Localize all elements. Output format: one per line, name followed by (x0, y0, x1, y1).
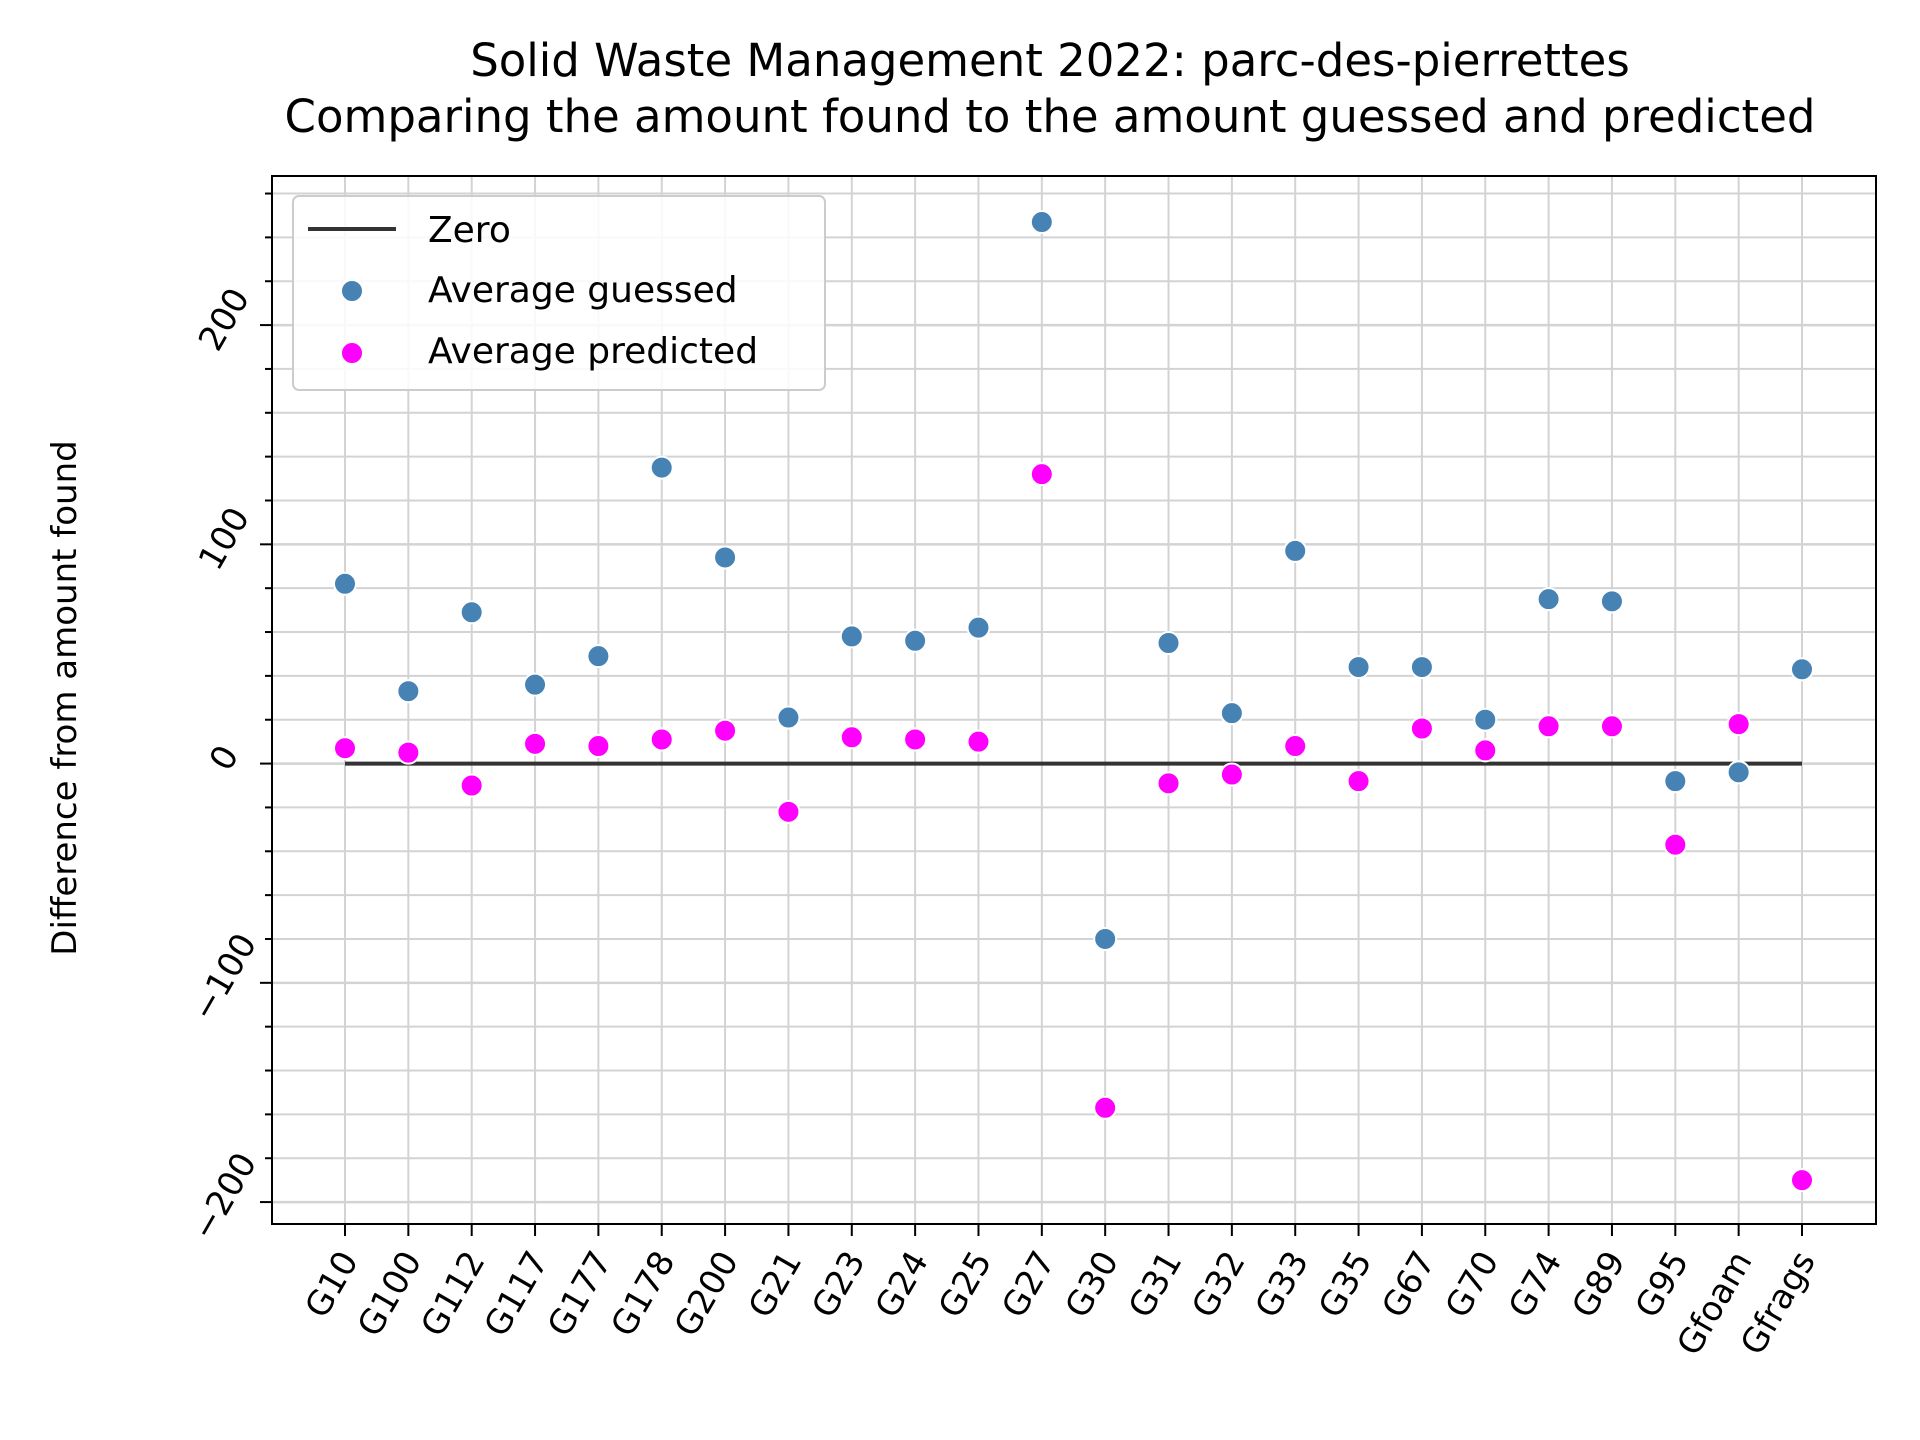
predicted-point (1536, 714, 1561, 739)
x-tick-label: G32 (1184, 1245, 1253, 1325)
guessed-point (586, 644, 611, 669)
guessed-point (459, 600, 484, 625)
predicted-point (1219, 762, 1244, 787)
guessed-point (1663, 769, 1688, 794)
x-tick-label: G200 (667, 1245, 747, 1344)
predicted-point (776, 799, 801, 824)
x-tick-label: G27 (994, 1245, 1063, 1325)
x-tick-label: G177 (540, 1245, 620, 1344)
x-tick-label: G74 (1501, 1245, 1570, 1325)
guessed-point (903, 628, 928, 653)
guessed-point (776, 705, 801, 730)
predicted-point (1599, 714, 1624, 739)
guessed-point (523, 672, 548, 697)
legend-guessed-label: Average guessed (428, 270, 738, 311)
guessed-point (1346, 655, 1371, 680)
guessed-point (1536, 587, 1561, 612)
grid (272, 176, 1876, 1224)
legend-zero-label: Zero (428, 210, 511, 251)
legend-guessed-swatch (340, 279, 364, 303)
x-tick-label: G30 (1058, 1245, 1127, 1325)
predicted-point (1093, 1095, 1118, 1120)
predicted-point (713, 718, 738, 743)
predicted-point (396, 740, 421, 765)
guessed-point (649, 455, 674, 480)
predicted-point (649, 727, 674, 752)
x-tick-label: G24 (867, 1245, 936, 1325)
predicted-point (1283, 734, 1308, 759)
x-tick-label: G23 (804, 1245, 873, 1325)
predicted-point (1790, 1168, 1814, 1193)
guessed-point (1473, 707, 1498, 732)
legend-box (292, 195, 826, 391)
x-tick-label: G31 (1121, 1245, 1190, 1325)
predicted-point (333, 736, 357, 761)
x-tick-label: G33 (1248, 1245, 1317, 1325)
legend-predicted-label: Average predicted (428, 331, 758, 372)
predicted-point (966, 729, 991, 754)
plot-frame (271, 175, 1877, 1225)
predicted-point (1346, 769, 1371, 794)
x-tick-label: G100 (350, 1245, 430, 1344)
guessed-point (1219, 701, 1244, 726)
guessed-point (1093, 926, 1118, 951)
x-tick-label: G112 (413, 1245, 493, 1344)
y-tick-label: 0 (202, 739, 247, 778)
x-tick-label: G35 (1311, 1245, 1380, 1325)
y-tick-label: −100 (184, 927, 265, 1028)
predicted-point (903, 727, 928, 752)
predicted-point (1409, 716, 1434, 741)
guessed-point (333, 571, 357, 596)
guessed-point (1283, 538, 1308, 563)
predicted-point (1156, 771, 1181, 796)
predicted-point (1029, 462, 1054, 487)
guessed-point (966, 615, 991, 640)
x-tick-label: G21 (741, 1245, 810, 1325)
y-axis-label: Difference from amount found (45, 440, 85, 955)
y-tick-label: 200 (191, 281, 258, 357)
guessed-point (1156, 630, 1181, 655)
predicted-point (523, 731, 548, 756)
legend: Zero Average guessed Average predicted (292, 195, 826, 391)
predicted-point (839, 725, 864, 750)
x-tick-label: G70 (1438, 1245, 1507, 1325)
guessed-point (1029, 210, 1054, 235)
guessed-point (1599, 589, 1624, 614)
predicted-point (459, 773, 484, 798)
predicted-point (1663, 832, 1688, 857)
guessed-point (713, 545, 738, 570)
guessed-point (396, 679, 421, 704)
guessed-point (1726, 760, 1751, 785)
predicted-point (586, 734, 611, 759)
points-layer (333, 210, 1814, 1193)
y-tick-label: 100 (191, 501, 258, 577)
y-tick-label: −200 (184, 1146, 265, 1247)
x-tick-label: G178 (603, 1245, 683, 1344)
x-tick-label: G67 (1374, 1245, 1443, 1325)
x-tick-label: G25 (931, 1245, 1000, 1325)
guessed-point (839, 624, 864, 649)
x-tick-label: G117 (477, 1245, 557, 1344)
predicted-point (1473, 738, 1498, 763)
legend-predicted-swatch (340, 341, 364, 365)
predicted-point (1726, 712, 1751, 737)
x-tick-label: G89 (1564, 1245, 1633, 1325)
guessed-point (1409, 655, 1434, 680)
guessed-point (1790, 657, 1814, 682)
chart-title-line2: Comparing the amount found to the amount… (284, 90, 1816, 143)
chart-title-line1: Solid Waste Management 2022: parc-des-pi… (470, 34, 1630, 87)
